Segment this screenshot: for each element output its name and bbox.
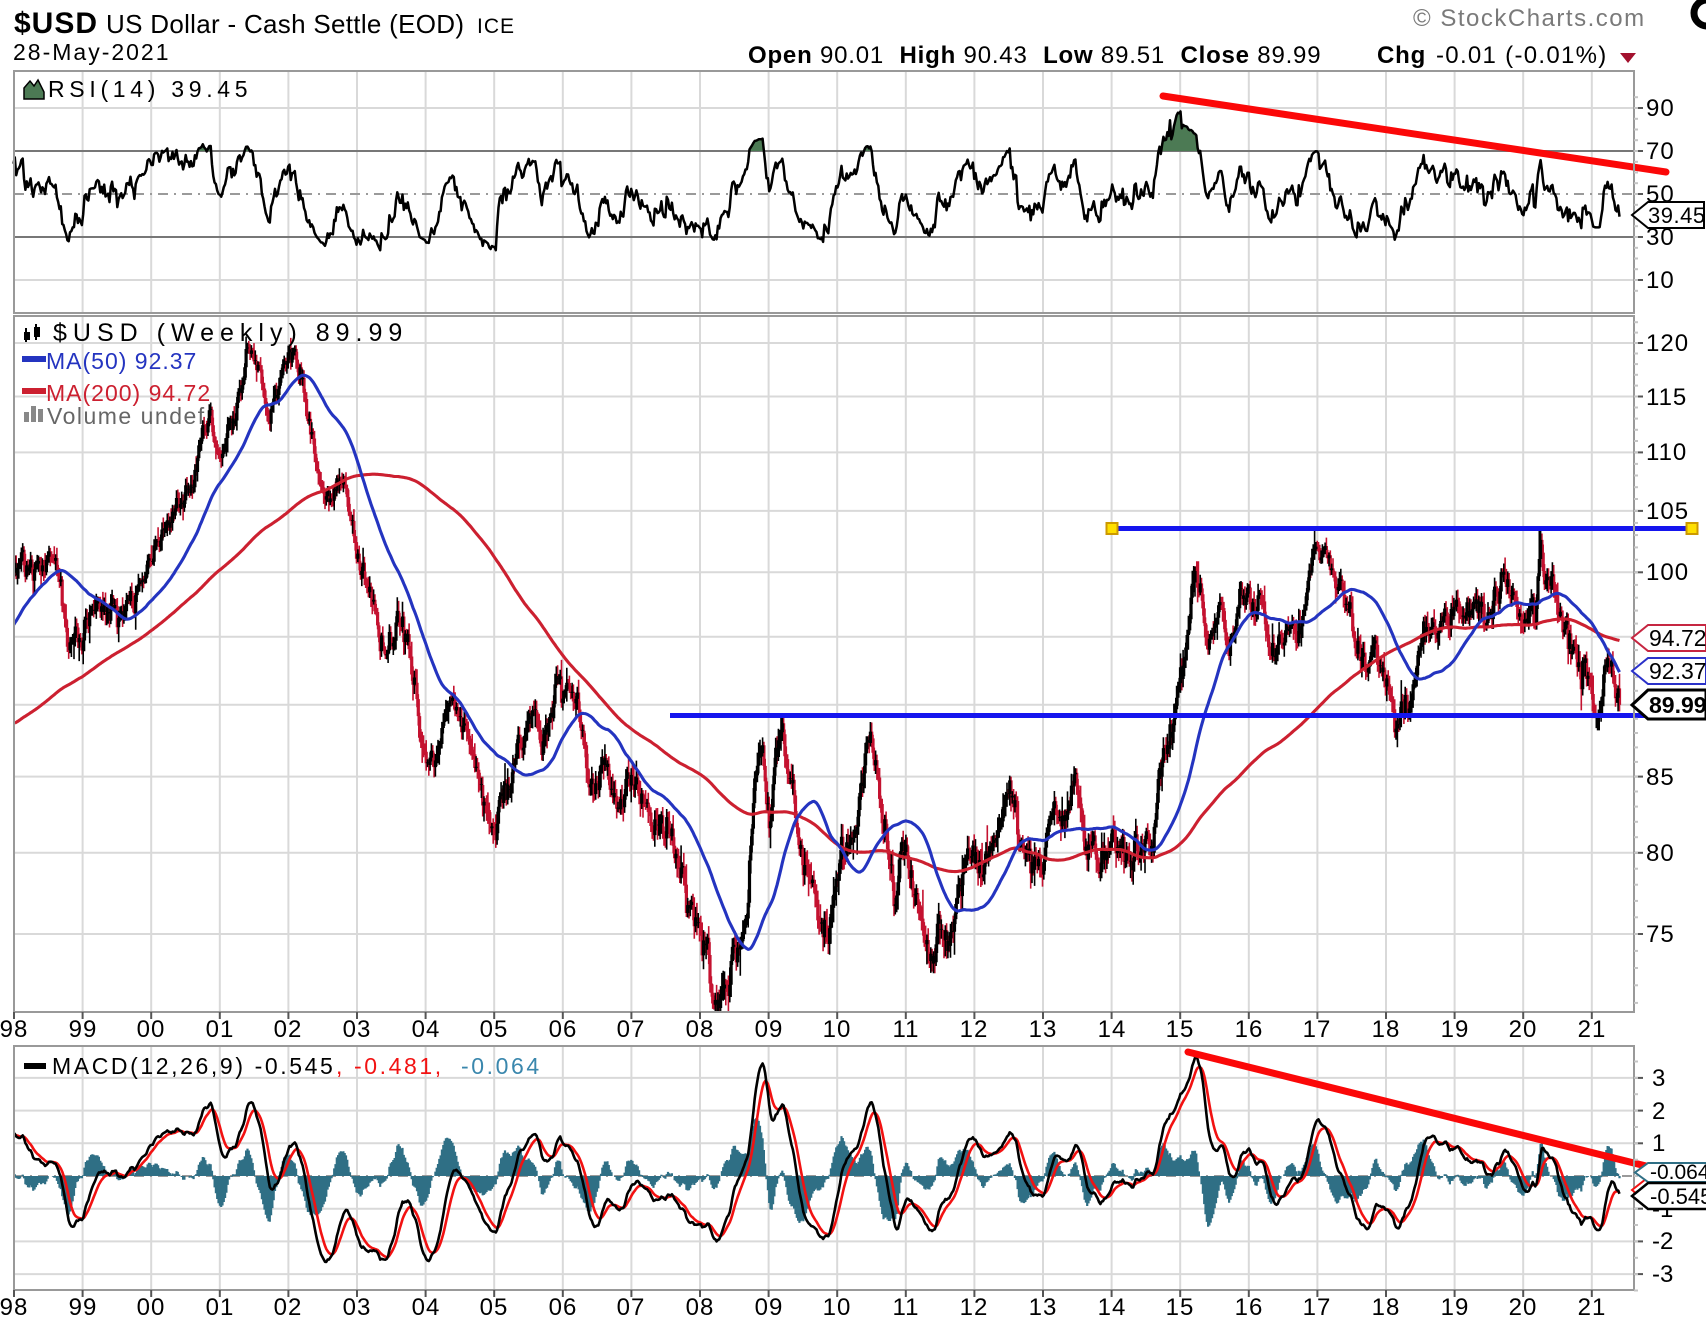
- svg-text:28-May-2021: 28-May-2021: [13, 39, 171, 65]
- svg-text:04: 04: [412, 1294, 441, 1321]
- svg-text:08: 08: [686, 1294, 715, 1321]
- svg-text:03: 03: [343, 1016, 372, 1043]
- svg-text:80: 80: [1646, 840, 1675, 867]
- svg-text:Volume undef: Volume undef: [47, 403, 206, 429]
- svg-text:15: 15: [1166, 1294, 1195, 1321]
- svg-text:ICE: ICE: [477, 15, 515, 38]
- svg-text:85: 85: [1646, 764, 1675, 791]
- svg-text:12: 12: [960, 1016, 989, 1043]
- svg-text:MA(50) 92.37: MA(50) 92.37: [46, 348, 197, 374]
- svg-text:120: 120: [1646, 330, 1689, 357]
- svg-text:04: 04: [412, 1016, 441, 1043]
- svg-text:05: 05: [480, 1294, 509, 1321]
- svg-text:19: 19: [1441, 1016, 1470, 1043]
- svg-text:99: 99: [69, 1016, 98, 1043]
- svg-text:18: 18: [1372, 1016, 1401, 1043]
- svg-text:10: 10: [1646, 267, 1675, 294]
- svg-text:1: 1: [1652, 1130, 1665, 1157]
- svg-text:-0.064: -0.064: [1650, 1161, 1706, 1184]
- svg-text:RSI(14) 39.45: RSI(14) 39.45: [48, 76, 252, 102]
- svg-text:03: 03: [343, 1294, 372, 1321]
- svg-text:100: 100: [1646, 559, 1689, 586]
- svg-text:01: 01: [206, 1294, 235, 1321]
- svg-text:MACD(12,26,9) -0.545: MACD(12,26,9) -0.545: [52, 1053, 335, 1079]
- svg-text:US Dollar - Cash Settle (EOD): US Dollar - Cash Settle (EOD): [106, 9, 464, 39]
- svg-text:-0.545: -0.545: [1650, 1184, 1706, 1209]
- svg-text:110: 110: [1646, 439, 1687, 466]
- svg-text:05: 05: [480, 1016, 509, 1043]
- svg-text:10: 10: [823, 1016, 852, 1043]
- svg-text:94.72: 94.72: [1649, 625, 1706, 651]
- svg-text:-0.064: -0.064: [461, 1053, 542, 1079]
- svg-text:16: 16: [1235, 1016, 1264, 1043]
- svg-text:Chg: Chg: [1377, 42, 1426, 69]
- svg-text:115: 115: [1646, 384, 1687, 411]
- svg-text:$USD (Weekly) 89.99: $USD (Weekly) 89.99: [53, 319, 408, 347]
- svg-text:3: 3: [1652, 1065, 1665, 1092]
- svg-text:21: 21: [1578, 1016, 1607, 1043]
- svg-text:20: 20: [1509, 1016, 1538, 1043]
- svg-text:105: 105: [1646, 498, 1689, 525]
- svg-text:19: 19: [1441, 1294, 1470, 1321]
- svg-text:00: 00: [137, 1016, 166, 1043]
- svg-text:75: 75: [1646, 921, 1675, 948]
- svg-text:06: 06: [549, 1294, 578, 1321]
- svg-text:14: 14: [1098, 1016, 1127, 1043]
- svg-text:98: 98: [0, 1294, 28, 1321]
- svg-text:18: 18: [1372, 1294, 1401, 1321]
- svg-text:70: 70: [1646, 138, 1675, 165]
- svg-text:21: 21: [1578, 1294, 1607, 1321]
- svg-text:17: 17: [1303, 1016, 1332, 1043]
- svg-text:-2: -2: [1652, 1228, 1673, 1255]
- svg-text:90: 90: [1646, 95, 1675, 122]
- svg-text:02: 02: [274, 1294, 303, 1321]
- svg-text:16: 16: [1235, 1294, 1264, 1321]
- svg-text:© StockCharts.com: © StockCharts.com: [1413, 5, 1646, 32]
- svg-text:2: 2: [1652, 1098, 1665, 1125]
- svg-text:Open 90.01 High 90.43 Low 89.5: Open 90.01 High 90.43 Low 89.51 Close 89…: [748, 42, 1321, 69]
- svg-text:01: 01: [206, 1016, 235, 1043]
- svg-text:06: 06: [549, 1016, 578, 1043]
- svg-text:-3: -3: [1652, 1261, 1673, 1288]
- svg-text:, -0.481,: , -0.481,: [336, 1053, 444, 1079]
- svg-text:11: 11: [893, 1294, 920, 1321]
- svg-text:00: 00: [137, 1294, 166, 1321]
- svg-text:-0.01 (-0.01%): -0.01 (-0.01%): [1436, 42, 1608, 69]
- svg-text:09: 09: [755, 1294, 784, 1321]
- svg-text:92.37: 92.37: [1649, 658, 1706, 684]
- svg-text:13: 13: [1029, 1016, 1058, 1043]
- svg-text:12: 12: [960, 1294, 989, 1321]
- svg-text:14: 14: [1098, 1294, 1127, 1321]
- svg-text:$USD: $USD: [14, 7, 98, 40]
- svg-text:09: 09: [755, 1016, 784, 1043]
- svg-text:99: 99: [69, 1294, 98, 1321]
- svg-text:10: 10: [823, 1294, 852, 1321]
- svg-text:15: 15: [1166, 1016, 1195, 1043]
- svg-text:07: 07: [617, 1294, 646, 1321]
- svg-text:39.45: 39.45: [1648, 203, 1706, 228]
- svg-text:02: 02: [274, 1016, 303, 1043]
- svg-text:98: 98: [0, 1016, 28, 1043]
- svg-text:17: 17: [1303, 1294, 1332, 1321]
- svg-text:13: 13: [1029, 1294, 1058, 1321]
- svg-text:89.99: 89.99: [1649, 692, 1706, 718]
- svg-text:MA(200) 94.72: MA(200) 94.72: [46, 380, 211, 406]
- svg-text:11: 11: [893, 1016, 920, 1043]
- svg-text:07: 07: [617, 1016, 646, 1043]
- svg-text:20: 20: [1509, 1294, 1538, 1321]
- svg-text:08: 08: [686, 1016, 715, 1043]
